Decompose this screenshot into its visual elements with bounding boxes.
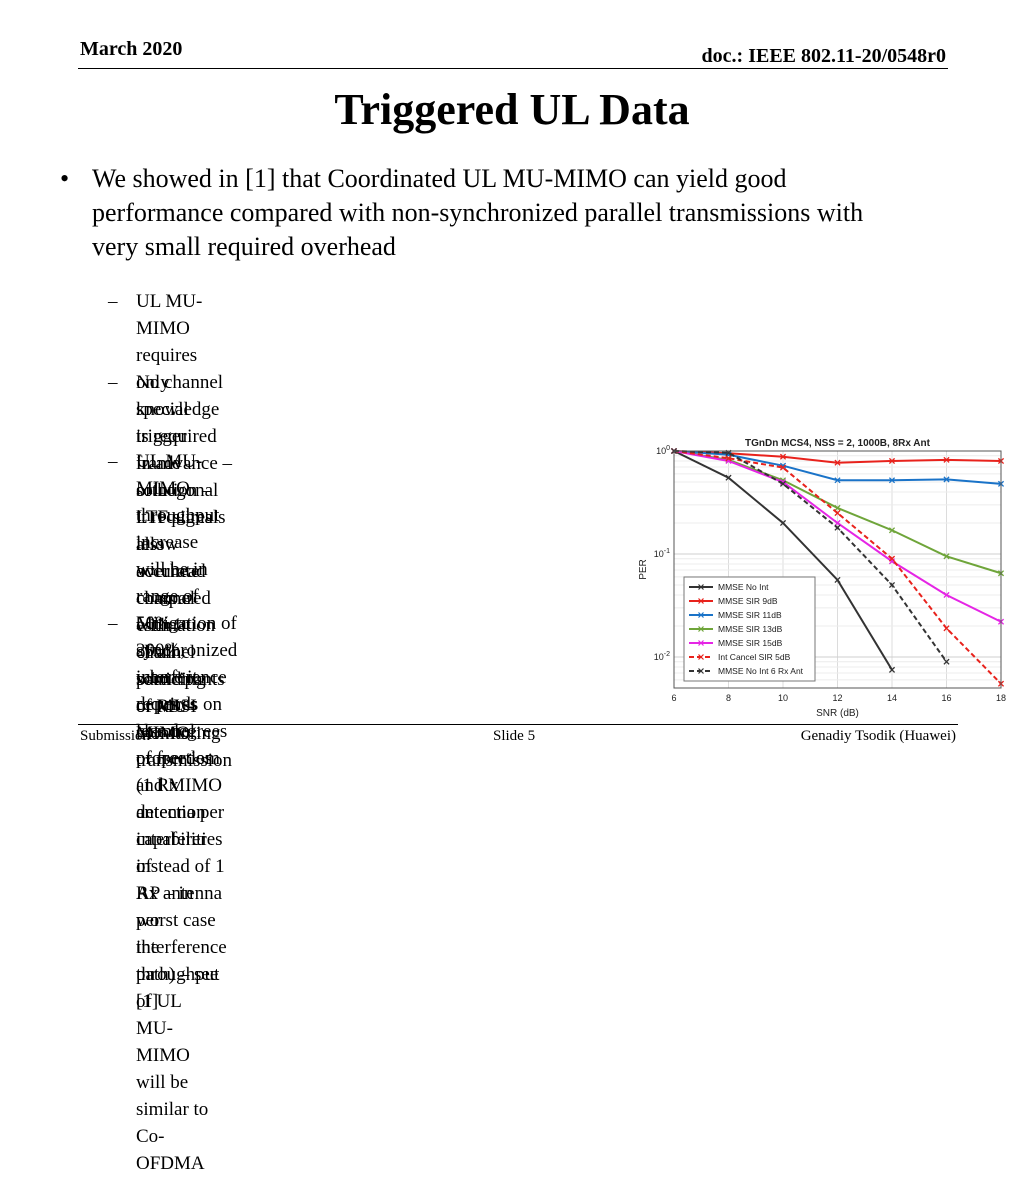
legend-label: MMSE No Int 6 Rx Ant [718,666,804,676]
data-point [943,591,950,599]
plot-border [673,450,1002,689]
bullet-marker: • [60,164,70,193]
sub-bullet-line: 50% to 200%, where it depends on channel [136,613,223,742]
sub-bullet-line: No channel knowledge is required in adva… [136,372,233,582]
x-tick-label: 16 [941,693,951,703]
sub-bullet-line: UL MU-MIMO requires only special trigger… [136,291,213,582]
header-doc-id: doc.: IEEE 802.11-20/0548r0 [701,45,946,67]
legend-marker [698,612,704,618]
sub-bullet-line: MU-MIMO will be similar to Co-OFDMA [136,1018,209,1174]
legend-marker [698,598,704,604]
bullet-line: We showed in [1] that Coordinated UL MU-… [92,164,787,193]
sub-bullet-line: less degrees of freedom (1 Rx antenna pe… [136,721,228,850]
legend-label: Int Cancel SIR 5dB [718,652,791,662]
sub-bullet-dash: – [108,451,118,472]
data-point [943,553,950,560]
data-point [943,456,950,463]
x-tick-label: 8 [726,693,731,703]
sub-bullet-line: channel estimation of all participants o… [136,588,233,771]
x-axis-label: SNR (dB) [816,708,859,719]
sub-bullet-dash: – [108,291,118,312]
chart-title: TGnDn MCS4, NSS = 2, 1000B, 8Rx Ant [745,438,931,449]
data-point [834,524,841,531]
legend-label: MMSE SIR 13dB [718,624,783,634]
y-tick-label: 10-1 [654,548,670,559]
x-tick-label: 12 [832,693,842,703]
y-axis-label: PER [638,559,649,580]
footer-submission: Submission [80,728,151,744]
data-point [834,504,841,512]
legend-marker [698,640,704,646]
legend-marker [698,584,704,590]
footer-author: Genadiy Tsodik (Huawei) [800,728,956,744]
sub-bullet-dash: – [108,372,118,393]
y-tick-label: 100 [656,445,670,456]
footer-slide-number: Slide 5 [493,728,536,744]
data-point [779,453,787,460]
legend-marker [698,626,704,632]
data-point [725,455,732,462]
data-point [888,581,896,589]
data-point [779,464,787,471]
header-date: March 2020 [80,38,183,60]
x-tick-label: 6 [671,693,676,703]
data-point [943,625,950,632]
legend-label: MMSE No Int [718,582,769,592]
data-point [779,480,787,487]
data-point [888,477,896,484]
legend-marker [698,668,704,674]
bullet-line: performance compared with non-synchroniz… [92,198,864,227]
data-point [888,527,896,534]
x-tick-label: 10 [778,693,788,703]
bullet-line: very small required overhead [92,232,396,261]
data-point [779,519,787,527]
data-point [888,666,896,673]
sub-bullet-dash: – [108,613,118,634]
header-divider [78,68,948,69]
data-point [834,519,841,527]
data-point [834,477,841,484]
x-tick-label: 14 [887,693,897,703]
x-tick-label: 18 [996,693,1006,703]
legend-label: MMSE SIR 15dB [718,638,783,648]
legend-label: MMSE SIR 11dB [718,610,782,620]
data-point [834,509,841,517]
data-point [943,476,950,483]
data-point [888,555,896,562]
data-point [834,459,841,466]
sub-bullet-line: compared with channel sounding or RSSI m… [136,588,221,744]
sub-bullet-line: instead of 1 Rx antenna per interference… [136,856,227,1012]
footer-divider [78,724,958,725]
y-tick-label: 10-2 [654,651,670,662]
data-point [725,474,732,481]
sub-bullet-line: Mitigation of synchronized interference … [136,613,238,715]
sub-bullet-line: UL MU-MIMO throughput increase will be i… [136,451,220,607]
per-vs-snr-chart: TGnDn MCS4, NSS = 2, 1000B, 8Rx Ant 6 8 10 1… [638,438,1006,719]
data-point [943,658,950,665]
data-point [834,576,841,583]
slide-title: Triggered UL Data [334,85,690,134]
legend-label: MMSE SIR 9dB [718,596,778,606]
legend-marker [698,654,704,660]
data-point [888,457,896,465]
series-line [673,450,948,663]
